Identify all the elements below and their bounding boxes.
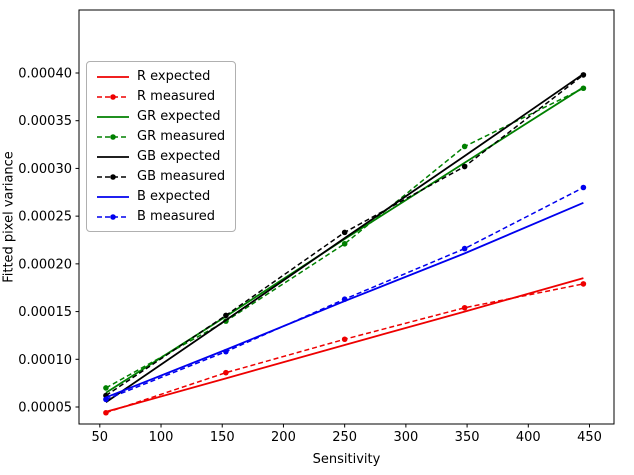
data-point-marker — [580, 85, 587, 92]
y-tick-label: 0.00025 — [18, 210, 72, 225]
y-tick-label: 0.00035 — [18, 114, 72, 129]
y-tick-label: 0.00030 — [18, 162, 72, 177]
y-tick-label: 0.00005 — [18, 401, 72, 416]
legend: R expected R measured GR expected GR measur… — [86, 61, 237, 232]
data-point-marker — [103, 409, 109, 416]
legend-line-sample — [97, 115, 129, 118]
data-point-marker — [103, 385, 109, 391]
legend-item-label: R measured — [137, 89, 216, 104]
data-point-marker — [461, 163, 468, 170]
data-point-marker — [223, 312, 229, 319]
legend-item: B expected — [97, 189, 225, 204]
data-point-marker — [580, 72, 587, 78]
legend-item-label: B expected — [137, 189, 211, 204]
legend-item-label: R expected — [137, 69, 211, 84]
series-gb-expected — [105, 73, 584, 403]
series-r-expected — [105, 277, 584, 413]
data-point-marker — [341, 296, 348, 302]
series-line — [105, 277, 584, 413]
legend-line-sample — [97, 213, 129, 220]
data-point-marker — [341, 336, 348, 343]
legend-item: GB expected — [97, 149, 225, 164]
x-tick-label: 300 — [393, 430, 418, 445]
legend-item-label: GR expected — [137, 109, 221, 124]
series-r-measured — [103, 281, 587, 416]
data-point-marker — [461, 143, 468, 150]
data-point-marker — [580, 281, 587, 287]
series-gb-measured — [103, 72, 587, 399]
x-tick-label: 200 — [271, 430, 296, 445]
y-tick-label: 0.00015 — [18, 305, 72, 320]
legend-item: R expected — [97, 69, 225, 84]
legend-item: B measured — [97, 209, 225, 224]
data-point-marker — [341, 241, 348, 247]
legend-item: R measured — [97, 89, 225, 104]
y-tick-label: 0.00040 — [18, 66, 72, 81]
y-axis: 0.00005 0.00010 0.00015 0.00020 0.00025 0.000… — [18, 66, 79, 416]
series-line — [105, 73, 584, 403]
x-axis-label: Sensitivity — [312, 452, 381, 467]
legend-item: GR expected — [97, 109, 225, 124]
data-point-marker — [461, 245, 468, 252]
x-tick-label: 350 — [455, 430, 480, 445]
legend-sample-marker — [110, 93, 116, 100]
legend-item-label: GB measured — [137, 169, 226, 184]
legend-line-sample — [97, 195, 129, 198]
data-point-marker — [461, 304, 468, 311]
legend-line-sample — [97, 155, 129, 158]
x-tick-label: 150 — [210, 430, 235, 445]
legend-line-sample — [97, 75, 129, 78]
series-line — [105, 87, 584, 389]
x-tick-label: 400 — [516, 430, 541, 445]
legend-line-sample — [97, 93, 129, 100]
x-tick-label: 100 — [149, 430, 174, 445]
y-tick-label: 0.00020 — [18, 257, 72, 272]
legend-item-label: GR measured — [137, 129, 226, 144]
x-tick-label: 450 — [577, 430, 602, 445]
data-point-marker — [223, 369, 229, 376]
legend-line-sample — [97, 133, 129, 140]
x-axis: 50 100 150 200 250 300 350 400 450 — [92, 424, 602, 445]
legend-sample-marker — [110, 213, 116, 220]
data-point-marker — [580, 184, 587, 191]
legend-item-label: GB expected — [137, 149, 221, 164]
x-tick-label: 50 — [92, 430, 109, 445]
data-point-marker — [223, 348, 229, 355]
legend-sample-marker — [110, 133, 116, 140]
y-axis-label: Fitted pixel variance — [1, 151, 17, 283]
legend-line-sample — [97, 173, 129, 180]
data-point-marker — [341, 229, 348, 236]
data-point-marker — [103, 396, 109, 403]
y-tick-label: 0.00010 — [18, 353, 72, 368]
legend-item-label: B measured — [137, 209, 215, 224]
series-b-measured — [103, 184, 587, 403]
x-tick-label: 250 — [332, 430, 357, 445]
legend-sample-marker — [110, 173, 116, 180]
axes-spines — [78, 9, 615, 425]
legend-item: GR measured — [97, 129, 225, 144]
legend-item: GB measured — [97, 169, 225, 184]
